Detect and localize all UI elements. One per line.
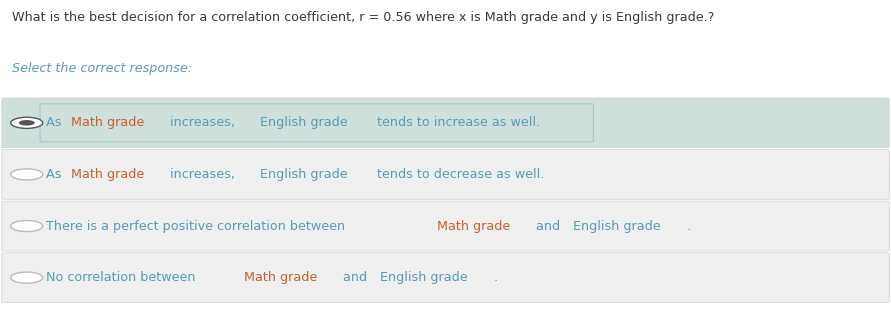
Circle shape — [11, 169, 43, 180]
Text: increases,: increases, — [166, 116, 239, 129]
Text: .: . — [494, 271, 497, 284]
Text: Select the correct response:: Select the correct response: — [12, 62, 192, 75]
Circle shape — [11, 117, 43, 129]
Text: tends to increase as well.: tends to increase as well. — [373, 116, 541, 129]
Text: and: and — [532, 219, 564, 233]
Circle shape — [19, 120, 35, 125]
FancyBboxPatch shape — [2, 201, 889, 251]
Text: Math grade: Math grade — [244, 271, 318, 284]
Text: English grade: English grade — [260, 116, 347, 129]
Text: As: As — [46, 116, 66, 129]
Circle shape — [11, 221, 43, 232]
Text: Math grade: Math grade — [71, 116, 144, 129]
Text: increases,: increases, — [166, 168, 239, 181]
Text: Math grade: Math grade — [437, 219, 511, 233]
Circle shape — [11, 272, 43, 283]
FancyBboxPatch shape — [40, 104, 593, 142]
FancyBboxPatch shape — [2, 150, 889, 199]
Text: No correlation between: No correlation between — [46, 271, 200, 284]
Text: tends to decrease as well.: tends to decrease as well. — [373, 168, 544, 181]
Text: English grade: English grade — [574, 219, 661, 233]
FancyBboxPatch shape — [2, 98, 889, 148]
FancyBboxPatch shape — [2, 253, 889, 303]
Text: English grade: English grade — [380, 271, 468, 284]
Text: There is a perfect positive correlation between: There is a perfect positive correlation … — [46, 219, 349, 233]
Text: .: . — [686, 219, 691, 233]
Text: and: and — [339, 271, 371, 284]
Text: What is the best decision for a correlation coefficient, r = 0.56 where x is Mat: What is the best decision for a correlat… — [12, 11, 714, 24]
Text: English grade: English grade — [260, 168, 347, 181]
Text: As: As — [46, 168, 66, 181]
Text: Math grade: Math grade — [71, 168, 144, 181]
